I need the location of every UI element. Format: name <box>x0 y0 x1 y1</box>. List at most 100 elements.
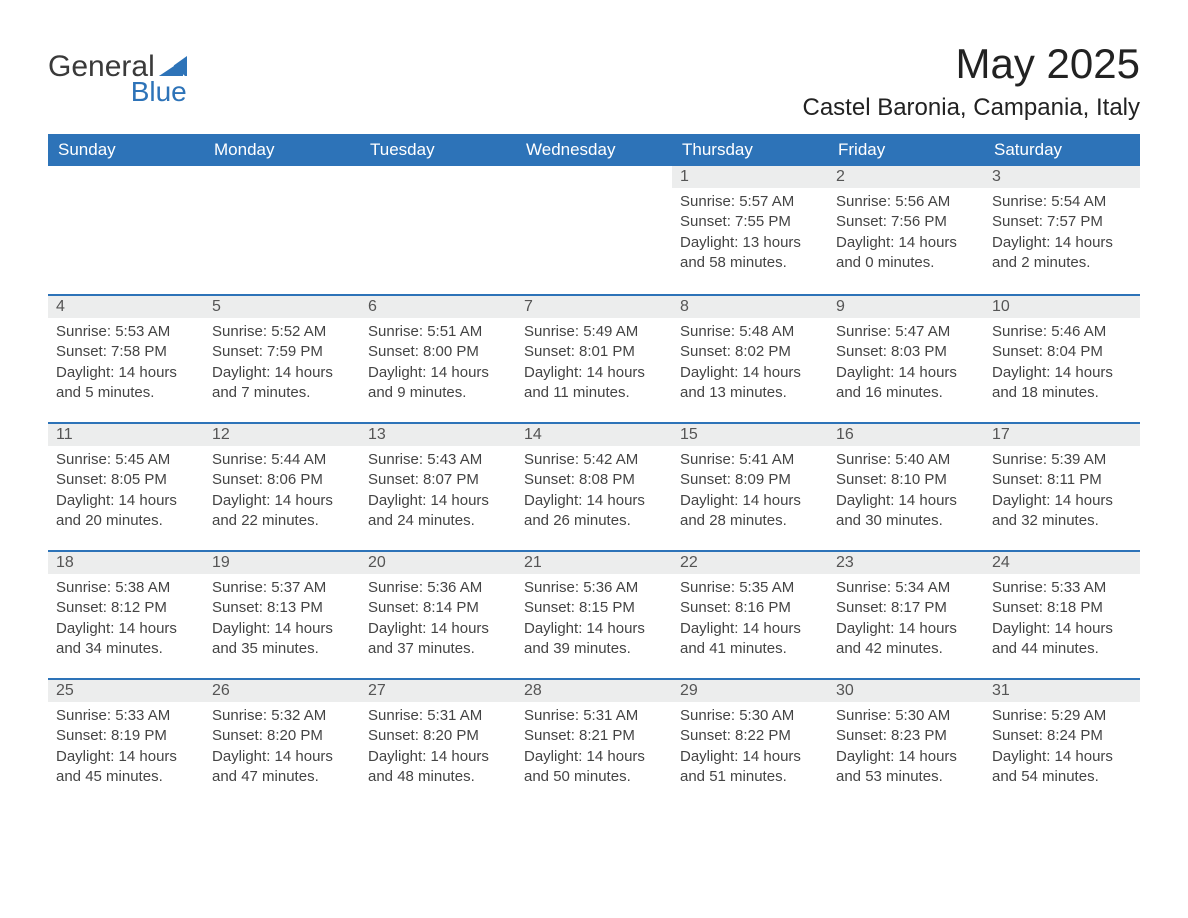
day-number: 3 <box>984 166 1140 188</box>
sunset-text: Sunset: 8:00 PM <box>368 342 508 362</box>
day-details: Sunrise: 5:37 AMSunset: 8:13 PMDaylight:… <box>204 574 360 667</box>
calendar-cell: 11Sunrise: 5:45 AMSunset: 8:05 PMDayligh… <box>48 422 204 550</box>
day-number: 22 <box>672 550 828 574</box>
col-monday: Monday <box>204 134 360 166</box>
sunrise-text: Sunrise: 5:56 AM <box>836 192 976 212</box>
calendar-row: 4Sunrise: 5:53 AMSunset: 7:58 PMDaylight… <box>48 294 1140 422</box>
sunrise-text: Sunrise: 5:31 AM <box>524 706 664 726</box>
day-number: 18 <box>48 550 204 574</box>
calendar-row: 25Sunrise: 5:33 AMSunset: 8:19 PMDayligh… <box>48 678 1140 806</box>
day-number: 16 <box>828 422 984 446</box>
day-number-empty <box>48 166 204 190</box>
day-details: Sunrise: 5:38 AMSunset: 8:12 PMDaylight:… <box>48 574 204 667</box>
sunrise-text: Sunrise: 5:31 AM <box>368 706 508 726</box>
calendar-cell: 1Sunrise: 5:57 AMSunset: 7:55 PMDaylight… <box>672 166 828 294</box>
sunrise-text: Sunrise: 5:38 AM <box>56 578 196 598</box>
sunrise-text: Sunrise: 5:30 AM <box>836 706 976 726</box>
day-number-empty <box>516 166 672 190</box>
calendar-cell: 5Sunrise: 5:52 AMSunset: 7:59 PMDaylight… <box>204 294 360 422</box>
daylight-text: Daylight: 14 hours and 48 minutes. <box>368 747 508 788</box>
day-details: Sunrise: 5:46 AMSunset: 8:04 PMDaylight:… <box>984 318 1140 411</box>
day-details: Sunrise: 5:43 AMSunset: 8:07 PMDaylight:… <box>360 446 516 539</box>
day-number: 28 <box>516 678 672 702</box>
sunrise-text: Sunrise: 5:36 AM <box>368 578 508 598</box>
day-details: Sunrise: 5:32 AMSunset: 8:20 PMDaylight:… <box>204 702 360 795</box>
day-number: 5 <box>204 294 360 318</box>
daylight-text: Daylight: 14 hours and 51 minutes. <box>680 747 820 788</box>
calendar-cell: 18Sunrise: 5:38 AMSunset: 8:12 PMDayligh… <box>48 550 204 678</box>
daylight-text: Daylight: 13 hours and 58 minutes. <box>680 233 820 274</box>
day-number: 25 <box>48 678 204 702</box>
day-details: Sunrise: 5:48 AMSunset: 8:02 PMDaylight:… <box>672 318 828 411</box>
sunset-text: Sunset: 8:16 PM <box>680 598 820 618</box>
calendar-row: 11Sunrise: 5:45 AMSunset: 8:05 PMDayligh… <box>48 422 1140 550</box>
daylight-text: Daylight: 14 hours and 11 minutes. <box>524 363 664 404</box>
daylight-text: Daylight: 14 hours and 32 minutes. <box>992 491 1132 532</box>
sunset-text: Sunset: 8:07 PM <box>368 470 508 490</box>
calendar-cell: 19Sunrise: 5:37 AMSunset: 8:13 PMDayligh… <box>204 550 360 678</box>
sunrise-text: Sunrise: 5:36 AM <box>524 578 664 598</box>
sunrise-text: Sunrise: 5:37 AM <box>212 578 352 598</box>
sunset-text: Sunset: 8:10 PM <box>836 470 976 490</box>
day-details: Sunrise: 5:39 AMSunset: 8:11 PMDaylight:… <box>984 446 1140 539</box>
weekday-header-row: Sunday Monday Tuesday Wednesday Thursday… <box>48 134 1140 166</box>
calendar-cell <box>516 166 672 294</box>
day-details: Sunrise: 5:30 AMSunset: 8:22 PMDaylight:… <box>672 702 828 795</box>
day-details: Sunrise: 5:49 AMSunset: 8:01 PMDaylight:… <box>516 318 672 411</box>
daylight-text: Daylight: 14 hours and 37 minutes. <box>368 619 508 660</box>
day-details: Sunrise: 5:30 AMSunset: 8:23 PMDaylight:… <box>828 702 984 795</box>
calendar-cell: 2Sunrise: 5:56 AMSunset: 7:56 PMDaylight… <box>828 166 984 294</box>
sunrise-text: Sunrise: 5:33 AM <box>992 578 1132 598</box>
daylight-text: Daylight: 14 hours and 13 minutes. <box>680 363 820 404</box>
daylight-text: Daylight: 14 hours and 0 minutes. <box>836 233 976 274</box>
daylight-text: Daylight: 14 hours and 26 minutes. <box>524 491 664 532</box>
sunrise-text: Sunrise: 5:57 AM <box>680 192 820 212</box>
day-number: 9 <box>828 294 984 318</box>
day-details: Sunrise: 5:36 AMSunset: 8:15 PMDaylight:… <box>516 574 672 667</box>
calendar-cell: 3Sunrise: 5:54 AMSunset: 7:57 PMDaylight… <box>984 166 1140 294</box>
calendar-cell: 31Sunrise: 5:29 AMSunset: 8:24 PMDayligh… <box>984 678 1140 806</box>
daylight-text: Daylight: 14 hours and 2 minutes. <box>992 233 1132 274</box>
day-number: 11 <box>48 422 204 446</box>
daylight-text: Daylight: 14 hours and 16 minutes. <box>836 363 976 404</box>
sunrise-text: Sunrise: 5:33 AM <box>56 706 196 726</box>
title-block: May 2025 Castel Baronia, Campania, Italy <box>803 40 1141 122</box>
calendar-cell: 9Sunrise: 5:47 AMSunset: 8:03 PMDaylight… <box>828 294 984 422</box>
header: General Blue May 2025 Castel Baronia, Ca… <box>48 40 1140 122</box>
calendar-cell: 16Sunrise: 5:40 AMSunset: 8:10 PMDayligh… <box>828 422 984 550</box>
calendar-cell: 17Sunrise: 5:39 AMSunset: 8:11 PMDayligh… <box>984 422 1140 550</box>
calendar-cell: 25Sunrise: 5:33 AMSunset: 8:19 PMDayligh… <box>48 678 204 806</box>
daylight-text: Daylight: 14 hours and 35 minutes. <box>212 619 352 660</box>
day-details: Sunrise: 5:40 AMSunset: 8:10 PMDaylight:… <box>828 446 984 539</box>
daylight-text: Daylight: 14 hours and 20 minutes. <box>56 491 196 532</box>
sunrise-text: Sunrise: 5:32 AM <box>212 706 352 726</box>
sunrise-text: Sunrise: 5:30 AM <box>680 706 820 726</box>
day-details: Sunrise: 5:54 AMSunset: 7:57 PMDaylight:… <box>984 188 1140 281</box>
sunset-text: Sunset: 8:14 PM <box>368 598 508 618</box>
day-number: 8 <box>672 294 828 318</box>
calendar-row: 1Sunrise: 5:57 AMSunset: 7:55 PMDaylight… <box>48 166 1140 294</box>
day-details: Sunrise: 5:31 AMSunset: 8:21 PMDaylight:… <box>516 702 672 795</box>
day-number: 20 <box>360 550 516 574</box>
calendar-row: 18Sunrise: 5:38 AMSunset: 8:12 PMDayligh… <box>48 550 1140 678</box>
calendar-cell: 4Sunrise: 5:53 AMSunset: 7:58 PMDaylight… <box>48 294 204 422</box>
day-number: 17 <box>984 422 1140 446</box>
day-number: 10 <box>984 294 1140 318</box>
sunrise-text: Sunrise: 5:42 AM <box>524 450 664 470</box>
daylight-text: Daylight: 14 hours and 44 minutes. <box>992 619 1132 660</box>
sunrise-text: Sunrise: 5:39 AM <box>992 450 1132 470</box>
calendar-cell: 8Sunrise: 5:48 AMSunset: 8:02 PMDaylight… <box>672 294 828 422</box>
day-details: Sunrise: 5:53 AMSunset: 7:58 PMDaylight:… <box>48 318 204 411</box>
daylight-text: Daylight: 14 hours and 50 minutes. <box>524 747 664 788</box>
day-details: Sunrise: 5:33 AMSunset: 8:19 PMDaylight:… <box>48 702 204 795</box>
sunset-text: Sunset: 8:18 PM <box>992 598 1132 618</box>
day-number: 21 <box>516 550 672 574</box>
sunrise-text: Sunrise: 5:35 AM <box>680 578 820 598</box>
day-details: Sunrise: 5:51 AMSunset: 8:00 PMDaylight:… <box>360 318 516 411</box>
calendar-cell: 6Sunrise: 5:51 AMSunset: 8:00 PMDaylight… <box>360 294 516 422</box>
daylight-text: Daylight: 14 hours and 7 minutes. <box>212 363 352 404</box>
sunset-text: Sunset: 8:17 PM <box>836 598 976 618</box>
sunset-text: Sunset: 8:06 PM <box>212 470 352 490</box>
day-number: 2 <box>828 166 984 188</box>
sunset-text: Sunset: 7:57 PM <box>992 212 1132 232</box>
